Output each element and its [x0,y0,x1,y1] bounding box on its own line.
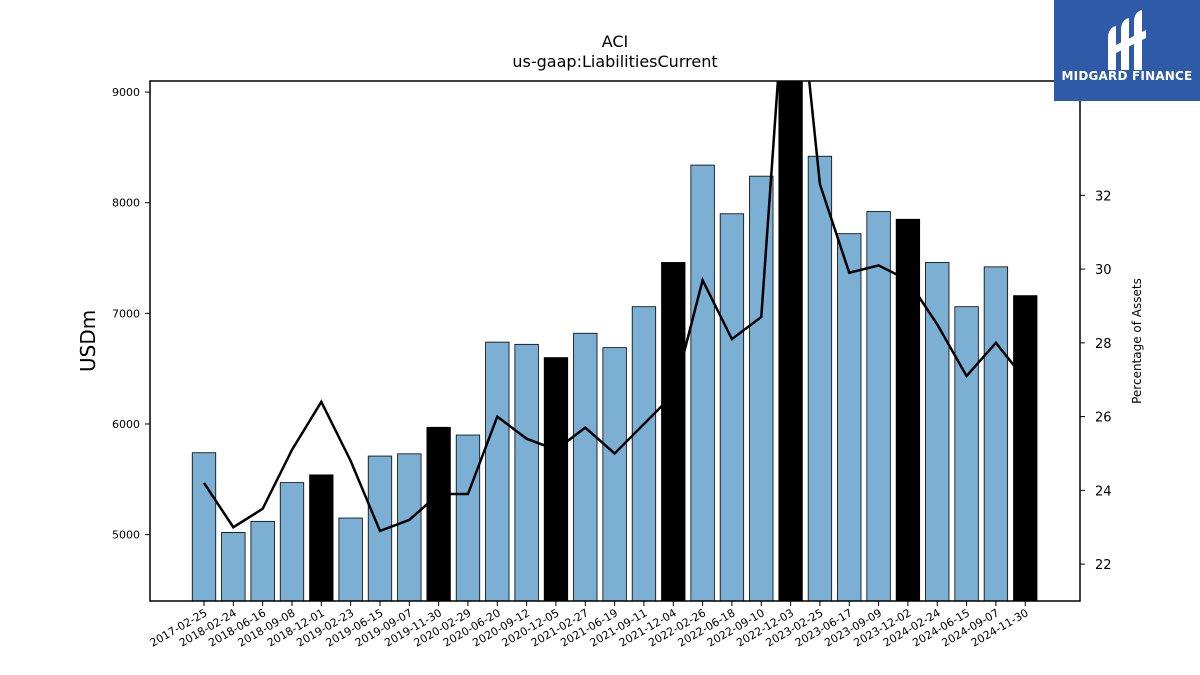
bar-2022-02-26 [690,164,715,601]
bar-2020-09-12 [514,343,539,601]
bar-2022-12-03 [778,81,803,601]
y2-tick-label: 22 [1095,558,1112,573]
bar-2021-09-11 [631,306,657,601]
bar-2017-02-25 [191,452,217,601]
y-tick-label: 7000 [112,307,140,320]
y2-tick-label: 28 [1095,337,1112,352]
y-axis-label: USDm [76,309,100,372]
bar-2023-09-09 [866,211,891,601]
bar-2024-11-30 [1013,295,1038,601]
bar-2018-06-16 [250,520,275,601]
chart-subtitle: us-gaap:LiabilitiesCurrent [512,52,718,71]
y2-tick-label: 24 [1095,484,1112,499]
bar-2024-06-15 [954,306,979,601]
bar-2019-09-07 [397,453,422,601]
bar-2021-06-19 [602,347,627,601]
bar-2020-12-05 [543,357,569,601]
bar-2021-12-04 [661,262,686,601]
bar-2020-02-29 [455,434,481,601]
y2-tick-label: 32 [1095,189,1112,204]
bar-2024-09-07 [983,266,1009,601]
bar-2024-02-24 [925,262,950,601]
bar-2018-09-08 [279,482,305,601]
bar-2023-06-17 [837,233,862,601]
y-tick-label: 8000 [112,197,140,210]
y2-axis-label: Percentage of Assets [1130,278,1144,404]
bar-2019-02-23 [338,517,363,601]
bar-2020-06-20 [485,341,510,601]
bar-2023-02-25 [807,155,833,601]
bar-2021-02-27 [573,332,598,601]
y-tick-label: 5000 [112,529,140,542]
y-tick-label: 9000 [112,86,140,99]
midgard-finance-logo: MIDGARD FINANCE [1054,0,1200,101]
bar-2019-11-30 [426,426,451,601]
y2-tick-label: 26 [1095,411,1112,426]
logo-mark-icon [1108,10,1146,70]
chart-title: ACI [601,32,629,51]
y-tick-label: 6000 [112,418,140,431]
bar-2018-12-01 [309,474,334,601]
bar-2018-02-24 [221,532,246,601]
bar-2022-06-18 [719,213,745,601]
y2-tick-label: 30 [1095,263,1112,278]
percentage-of-assets-line [202,81,1027,533]
logo-text: MIDGARD FINANCE [1061,69,1193,83]
bar-2022-09-10 [749,175,774,601]
